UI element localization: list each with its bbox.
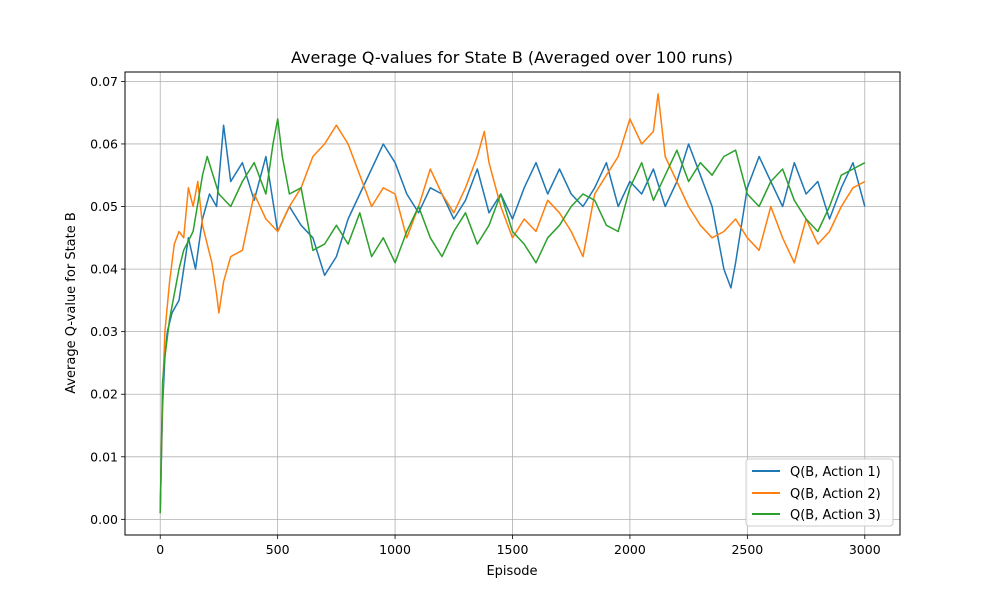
series-lines <box>159 93 866 514</box>
legend: Q(B, Action 1) Q(B, Action 2) Q(B, Actio… <box>745 458 894 527</box>
y-tick-label: 0.07 <box>90 74 118 89</box>
y-tick-label: 0.01 <box>90 449 118 464</box>
legend-label-action-2: Q(B, Action 2) <box>790 487 881 502</box>
x-tick-label: 2500 <box>731 542 763 557</box>
x-axis-label: Episode <box>486 564 537 579</box>
x-tick-label: 0 <box>156 542 164 557</box>
x-tick-label: 3000 <box>849 542 881 557</box>
x-tick-label: 500 <box>266 542 290 557</box>
y-tick-label: 0.02 <box>90 387 118 402</box>
legend-box <box>745 458 894 527</box>
chart-title: Average Q-values for State B (Averaged o… <box>291 48 733 67</box>
y-axis-label: Average Q-value for State B <box>64 212 79 394</box>
x-tick-label: 2000 <box>614 542 646 557</box>
grid-lines <box>125 72 900 535</box>
y-tick-label: 0.05 <box>90 199 118 214</box>
series-line-action-2 <box>159 93 866 514</box>
y-tick-label: 0.04 <box>90 262 118 277</box>
x-tick-label: 1500 <box>497 542 529 557</box>
x-tick-label: 1000 <box>379 542 411 557</box>
y-tick-label: 0.00 <box>90 512 118 527</box>
y-axis-ticks: 0.00 0.01 0.02 0.03 0.04 0.05 0.06 0.07 <box>90 74 125 527</box>
x-axis-ticks: 0 500 1000 1500 2000 2500 3000 <box>156 535 881 557</box>
y-tick-label: 0.06 <box>90 136 118 151</box>
legend-label-action-3: Q(B, Action 3) <box>790 508 881 523</box>
series-line-action-1 <box>159 124 866 514</box>
series-line-action-3 <box>159 118 866 514</box>
y-tick-label: 0.03 <box>90 324 118 339</box>
legend-label-action-1: Q(B, Action 1) <box>790 465 881 480</box>
